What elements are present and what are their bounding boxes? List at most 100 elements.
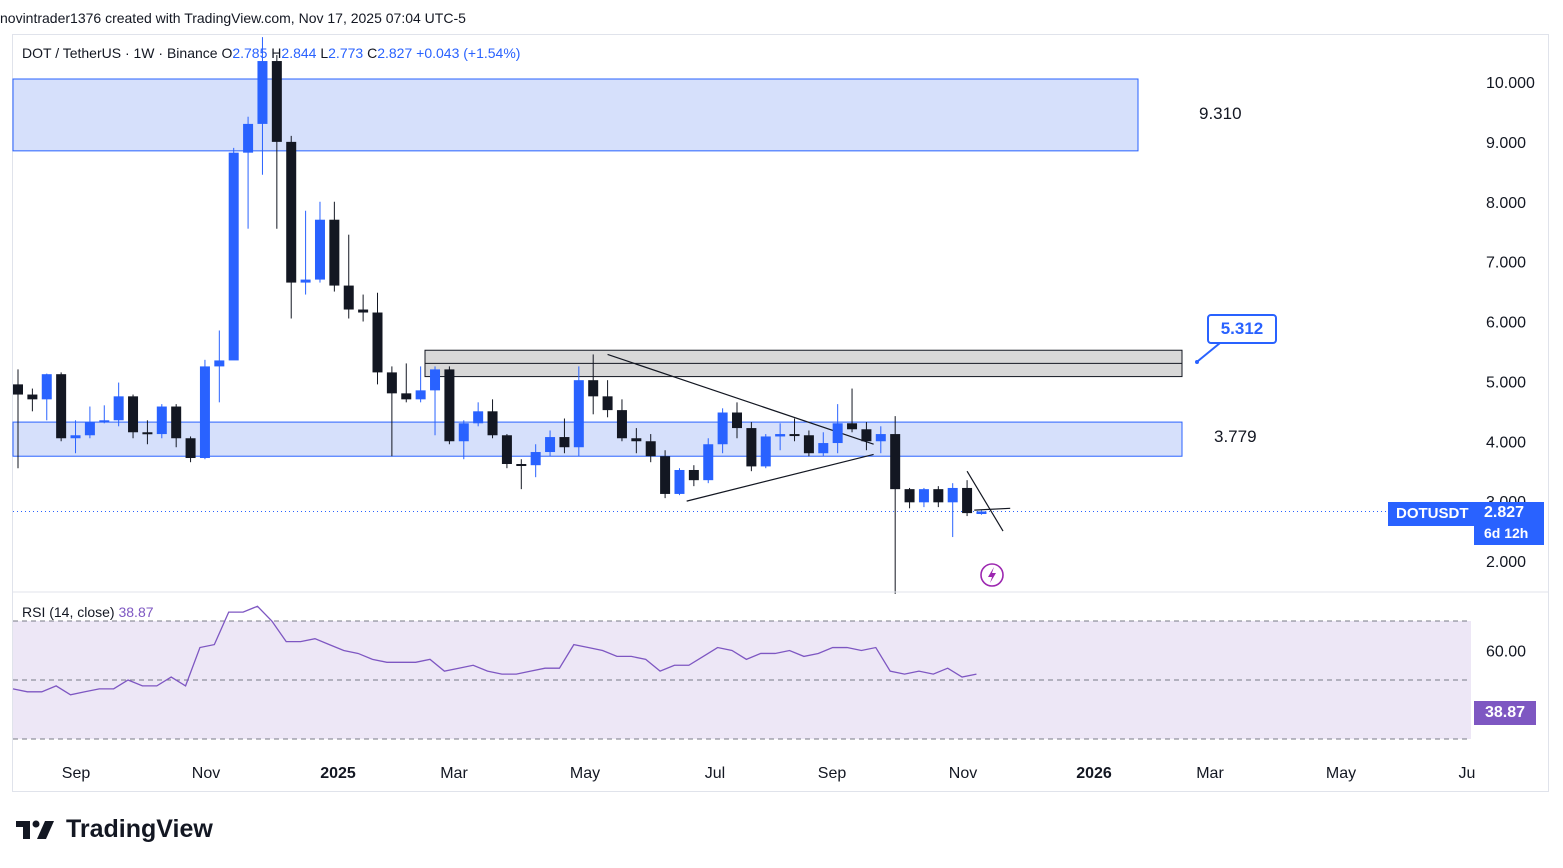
time-tick-label: Ju <box>1459 765 1476 782</box>
callout-anchor <box>1195 360 1199 364</box>
low-value: 2.773 <box>328 45 364 61</box>
candle-body <box>516 464 527 467</box>
tradingview-logo[interactable]: TradingView <box>16 815 213 844</box>
close-label: C <box>367 45 378 61</box>
upper-zone-label: 9.310 <box>1199 104 1242 123</box>
trendline <box>607 353 874 445</box>
flash-icon <box>980 563 1004 587</box>
time-tick-label: 2026 <box>1076 765 1112 782</box>
rsi-value: 38.87 <box>118 604 154 620</box>
candle-body <box>918 489 929 503</box>
upper-zone <box>12 78 1139 152</box>
candle-body <box>947 487 958 503</box>
candle-body <box>732 412 742 429</box>
trendline <box>686 453 874 502</box>
candle-body <box>818 443 829 454</box>
candle-body <box>775 434 786 437</box>
candle-body <box>401 393 412 400</box>
price-callout[interactable]: 5.312 <box>1207 314 1277 344</box>
candle-body <box>760 436 771 467</box>
candle-body <box>861 429 872 442</box>
candle-body <box>847 423 858 430</box>
candle-body <box>473 411 484 424</box>
change-value: +0.043 (+1.54%) <box>416 45 521 61</box>
candle-body <box>415 390 426 400</box>
candle-body <box>631 438 642 442</box>
candle-body <box>329 219 340 286</box>
price-tick-label: 5.000 <box>1486 374 1526 391</box>
low-label: L <box>320 45 329 61</box>
rsi-value-tag: 38.87 <box>1474 701 1536 725</box>
candle-body <box>890 434 901 490</box>
candle-body <box>645 441 656 457</box>
last-price-tag: 2.827 6d 12h <box>1474 502 1544 545</box>
candle-body <box>501 435 512 465</box>
candle-body <box>199 366 210 459</box>
candle-body <box>185 438 196 459</box>
candle-body <box>243 123 254 153</box>
candle-body <box>372 312 383 373</box>
candle-body <box>343 285 354 310</box>
tradingview-brand-name: TradingView <box>66 815 213 843</box>
candle-body <box>142 432 153 435</box>
candle-body <box>545 437 556 453</box>
candle-body <box>717 412 728 445</box>
candle-body <box>70 435 81 439</box>
candle-body <box>789 434 800 437</box>
candle-body <box>444 369 455 442</box>
time-tick-label: Sep <box>818 765 847 782</box>
candle-body <box>314 219 325 280</box>
candle-body <box>286 141 297 283</box>
open-value: 2.785 <box>232 45 268 61</box>
time-tick-label: Jul <box>705 765 725 782</box>
candle-body <box>933 489 944 503</box>
candle-body <box>300 279 311 283</box>
candle-body <box>487 411 498 436</box>
trendline <box>966 470 1004 532</box>
price-tick-label: 8.000 <box>1486 195 1526 212</box>
candle-body <box>573 380 584 448</box>
last-price: 2.827 <box>1484 504 1525 521</box>
price-tick-label: 6.000 <box>1486 315 1526 332</box>
candle-body <box>588 380 599 397</box>
time-tick-label: 2025 <box>320 765 356 782</box>
rsi-line <box>12 605 977 696</box>
candle-body <box>99 420 110 423</box>
candle-body <box>386 372 397 394</box>
candle-body <box>13 384 23 395</box>
candle-body <box>56 374 67 439</box>
trendline <box>974 507 1011 511</box>
candle-body <box>803 435 814 454</box>
time-tick-label: Nov <box>949 765 977 782</box>
candle-body <box>602 396 613 411</box>
price-tick-label: 10.000 <box>1486 75 1535 92</box>
chart-frame <box>12 34 1549 792</box>
candle-body <box>674 469 685 494</box>
open-label: O <box>221 45 233 61</box>
candle-body <box>84 422 95 436</box>
candle-body <box>832 423 843 444</box>
rsi-tick-label: 60.00 <box>1486 644 1526 661</box>
mid-zone-label: 3.779 <box>1214 427 1257 446</box>
time-tick-label: Sep <box>62 765 91 782</box>
candle-body <box>660 456 671 494</box>
price-tick-label: 2.000 <box>1486 554 1526 571</box>
time-tick-label: May <box>570 765 600 782</box>
time-tick-label: Nov <box>192 765 220 782</box>
price-tick-label: 4.000 <box>1486 434 1526 451</box>
time-tick-label: Mar <box>440 765 468 782</box>
candle-body <box>41 374 52 400</box>
candle-body <box>156 406 167 435</box>
candle-body <box>271 61 282 142</box>
candle-body <box>27 394 38 400</box>
candle-body <box>171 406 182 439</box>
time-tick-label: May <box>1326 765 1356 782</box>
flash-icon-bolt <box>988 567 996 583</box>
candle-body <box>976 511 987 514</box>
candle-body <box>228 152 239 361</box>
high-value: 2.844 <box>281 45 317 61</box>
tradingview-logo-icon <box>16 820 54 839</box>
symbol-legend: DOT / TetherUS · 1W · Binance O2.785 H2.… <box>22 45 520 61</box>
rsi-label: RSI (14, close) <box>22 604 115 620</box>
